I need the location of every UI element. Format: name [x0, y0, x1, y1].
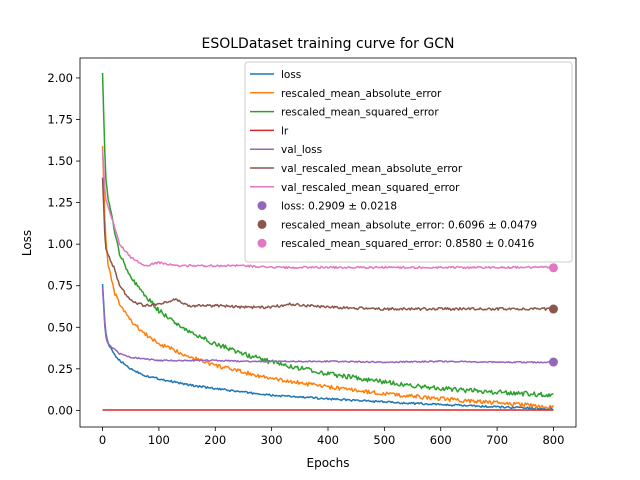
- legend: loss rescaled_mean_absolute_error rescaled…: [244, 61, 573, 263]
- series-line-rescaled-mean-squared-error: [101, 72, 554, 398]
- legend-entry: rescaled_mean_absolute_error: 0.6096 ± 0…: [281, 219, 537, 231]
- x-tick-label: 200: [204, 433, 226, 447]
- final-value-marker-2: [548, 263, 558, 273]
- y-tick-label: 0.50: [47, 320, 73, 334]
- legend-entry: val_rescaled_mean_squared_error: [281, 182, 460, 194]
- legend-entry: val_loss: [281, 144, 322, 156]
- legend-entry: lr: [281, 125, 289, 137]
- final-value-marker-0: [548, 357, 558, 367]
- y-tick-label: 1.75: [47, 113, 73, 127]
- x-tick-label: 0: [99, 433, 106, 447]
- series-line-val-rescaled-mean-squared-error: [101, 149, 554, 270]
- series-line-val-loss: [101, 287, 554, 364]
- x-tick-label: 100: [148, 433, 170, 447]
- legend-entry: rescaled_mean_squared_error: [281, 107, 439, 119]
- x-tick-label: 500: [373, 433, 395, 447]
- legend-box: [244, 61, 573, 263]
- legend-marker: [257, 238, 267, 248]
- chart-title: ESOLDataset training curve for GCN: [202, 36, 455, 52]
- x-tick-label: 400: [317, 433, 339, 447]
- x-axis-label: Epochs: [307, 456, 350, 470]
- series-line-loss: [101, 284, 554, 411]
- legend-marker: [257, 219, 267, 229]
- x-tick-label: 700: [486, 433, 508, 447]
- plot-area: 0 100 200 300 400 500 600 700 800 0.00 0.25 0.50 0.7…: [47, 57, 577, 447]
- y-tick-label: 1.25: [47, 196, 73, 210]
- legend-marker: [257, 201, 267, 211]
- axes-frame: [79, 57, 577, 428]
- y-tick-label: 1.00: [47, 237, 73, 251]
- y-tick-label: 0.75: [47, 279, 73, 293]
- legend-entry: rescaled_mean_squared_error: 0.8580 ± 0.…: [281, 238, 535, 250]
- x-tick-label: 800: [542, 433, 564, 447]
- legend-entry: val_rescaled_mean_absolute_error: [281, 163, 463, 175]
- legend-entry: loss: 0.2909 ± 0.0218: [281, 201, 397, 213]
- x-tick-label: 300: [261, 433, 283, 447]
- series-line-rescaled-mean-absolute-error: [101, 146, 555, 410]
- legend-entry: loss: [281, 69, 301, 81]
- y-tick-label: 2.00: [47, 71, 73, 85]
- x-tick-label: 600: [430, 433, 452, 447]
- y-tick-label: 1.50: [47, 154, 73, 168]
- final-value-marker-1: [548, 304, 558, 314]
- legend-entry: rescaled_mean_absolute_error: [281, 88, 442, 100]
- y-tick-label: 0.25: [47, 362, 73, 376]
- series-line-val-rescaled-mean-absolute-error: [101, 177, 555, 312]
- y-tick-label: 0.00: [47, 403, 73, 417]
- y-axis-label: Loss: [20, 230, 34, 256]
